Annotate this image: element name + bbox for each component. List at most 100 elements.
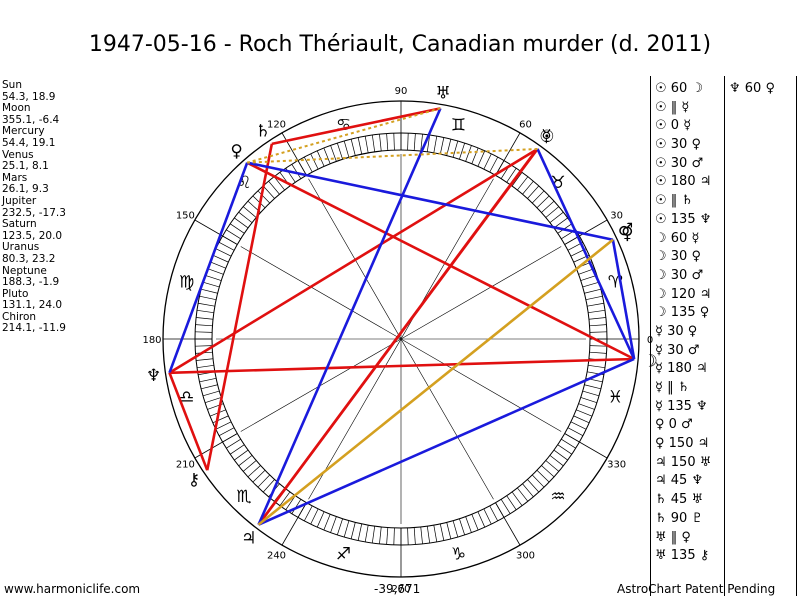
- position-coords: 355.1, -6.4: [2, 113, 60, 126]
- degree-tick: [553, 449, 568, 461]
- degree-label: 270: [391, 584, 410, 595]
- aspect-entry: ☽ 30 ♀: [655, 249, 701, 265]
- position-coords: 131.1, 24.0: [2, 299, 63, 312]
- degree-tick: [585, 295, 603, 301]
- degree-tick: [545, 460, 560, 472]
- degree-tick: [459, 142, 465, 160]
- jupiter-icon: ♃: [241, 528, 256, 548]
- degree-tick: [407, 527, 409, 545]
- degree-tick: [532, 474, 545, 488]
- degree-tick: [310, 153, 319, 170]
- degree-tick: [196, 364, 214, 369]
- degree-tick: [262, 185, 275, 199]
- degree-label: 300: [516, 551, 535, 562]
- degree-tick: [541, 200, 555, 213]
- zodiac-sign-icon: ♓: [608, 387, 623, 407]
- degree-tick: [379, 134, 382, 152]
- sign-divider: [495, 132, 521, 176]
- zodiac-sign-icon: ♍: [179, 273, 194, 293]
- degree-tick: [195, 324, 213, 327]
- aspect-divider-middle: [724, 76, 725, 596]
- saturn-icon: ♄: [255, 122, 270, 142]
- degree-tick: [465, 516, 472, 533]
- degree-tick: [238, 211, 253, 223]
- zodiac-sign-icon: ♐: [336, 544, 351, 564]
- aspect-entry: ♄ 90 ♇: [655, 510, 704, 526]
- aspect-line: [257, 238, 614, 526]
- aspect-entry: ☉ 30 ♂: [655, 155, 704, 171]
- position-coords: 26.1, 9.3: [2, 183, 49, 196]
- degree-tick: [522, 180, 534, 195]
- chart-title: 1947-05-16 - Roch Thériault, Canadian mu…: [88, 32, 712, 57]
- degree-tick: [234, 449, 249, 461]
- degree-tick: [589, 324, 607, 327]
- degree-tick: [285, 495, 296, 510]
- degree-tick: [230, 223, 245, 234]
- zodiac-sign-icon: ♋: [336, 116, 351, 136]
- degree-tick: [561, 438, 576, 449]
- aspect-line: [246, 161, 614, 242]
- aspect-line: [536, 148, 636, 360]
- degree-tick: [215, 248, 232, 257]
- aspect-line: [257, 147, 539, 526]
- degree-tick: [268, 180, 280, 195]
- degree-tick: [252, 470, 266, 483]
- degree-tick: [433, 525, 438, 542]
- degree-tick: [511, 172, 523, 187]
- degree-tick: [262, 479, 275, 493]
- degree-tick: [350, 139, 356, 156]
- degree-tick: [196, 317, 214, 320]
- degree-tick: [207, 268, 224, 275]
- degree-tick: [201, 288, 218, 294]
- degree-label: 240: [267, 551, 286, 562]
- aspect-entry: ☉ 30 ♀: [655, 137, 701, 153]
- degree-label: 330: [607, 460, 626, 471]
- position-name: Uranus: [2, 241, 40, 254]
- degree-tick: [439, 523, 445, 541]
- aspect-list-primary: ☉ 60 ☽ ☉ ‖ ☿ ☉ 0 ☿ ☉ 30 ♀ ☉ 30 ♂ ☉ 180 ♃ ☉ ‖ ♄…: [655, 80, 711, 566]
- aspect-entry: ♀ 0 ♂: [655, 417, 693, 433]
- degree-tick: [500, 499, 511, 514]
- degree-tick: [201, 384, 218, 390]
- degree-tick: [477, 511, 486, 528]
- interior-guide-line: [240, 246, 562, 432]
- aspect-line: [611, 239, 636, 360]
- degree-tick: [413, 527, 416, 545]
- degree-tick: [199, 377, 217, 383]
- aspect-entry: ☉ ‖ ☿: [655, 99, 690, 115]
- aspect-line: [271, 107, 441, 146]
- degree-tick: [212, 254, 229, 263]
- position-coords: 80.3, 23.2: [2, 252, 56, 265]
- degree-tick: [553, 217, 568, 229]
- degree-label: 120: [267, 119, 286, 130]
- aspect-entry: ☉ 60 ☽: [655, 81, 704, 96]
- degree-tick: [511, 491, 523, 506]
- aspect-line: [168, 162, 249, 374]
- degree-tick: [452, 520, 459, 538]
- degree-tick: [234, 217, 249, 229]
- degree-tick: [202, 390, 220, 397]
- degree-tick: [279, 491, 291, 506]
- degree-tick: [517, 176, 529, 191]
- aspect-entry: ♄ 45 ♅: [655, 492, 704, 508]
- degree-label: 60: [519, 119, 532, 130]
- degree-tick: [584, 288, 601, 294]
- degree-tick: [218, 241, 235, 251]
- degree-tick: [420, 526, 423, 544]
- position-coords: 123.5, 20.0: [2, 229, 63, 242]
- degree-tick: [582, 281, 600, 288]
- degree-tick: [218, 427, 235, 437]
- degree-tick: [357, 523, 363, 541]
- aspect-entry: ☽ 30 ♂: [655, 267, 704, 283]
- degree-tick: [532, 190, 545, 204]
- sun-icon: ☉: [539, 127, 554, 147]
- degree-tick: [580, 397, 598, 403]
- aspect-entry: ☽ 120 ♃: [655, 286, 712, 302]
- degree-tick: [195, 331, 213, 333]
- aspect-entry: ☉ 180 ♃: [655, 174, 712, 190]
- degree-tick: [337, 142, 343, 160]
- degree-tick: [357, 137, 363, 155]
- degree-tick: [483, 153, 492, 170]
- degree-tick: [198, 302, 215, 307]
- degree-tick: [195, 345, 213, 347]
